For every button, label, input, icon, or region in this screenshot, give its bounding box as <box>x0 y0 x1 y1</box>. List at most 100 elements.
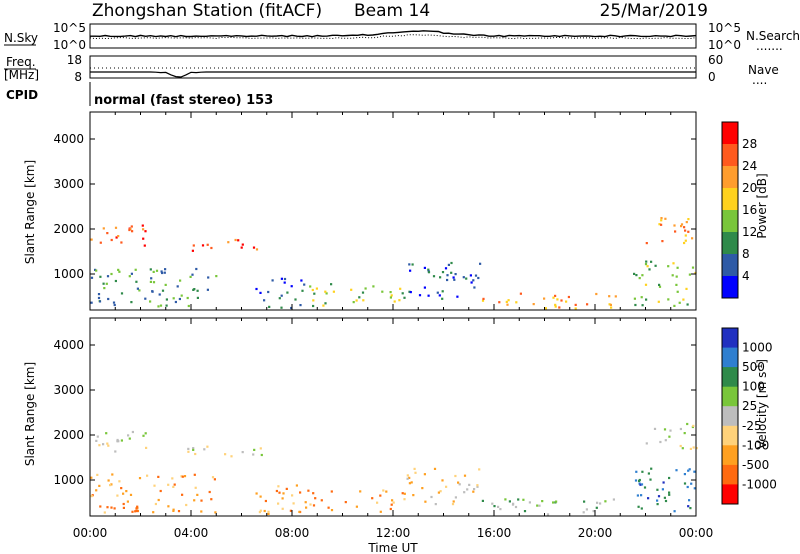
scatter-cell <box>255 287 258 291</box>
noise-right-tick-bottom: 10^0 <box>708 38 741 52</box>
scatter-cell <box>165 304 168 307</box>
scatter-cell <box>523 510 527 513</box>
scatter-cell <box>191 273 194 276</box>
scatter-cell <box>595 506 598 509</box>
cpid-label: CPID <box>6 88 38 102</box>
scatter-cell <box>153 484 156 487</box>
scatter-cell <box>403 296 406 299</box>
scatter-cell <box>441 290 444 293</box>
scatter-cell <box>406 474 409 477</box>
scatter-cell <box>633 297 636 300</box>
scatter-cell <box>592 510 595 513</box>
scatter-cell <box>116 438 119 442</box>
scatter-cell <box>403 498 406 501</box>
scatter-cell <box>103 511 106 514</box>
scatter-cell <box>194 452 197 456</box>
scatter-cell <box>554 305 557 308</box>
scatter-cell <box>234 238 237 242</box>
scatter-cell <box>453 278 456 281</box>
scatter-cell <box>305 506 308 509</box>
power-scatter <box>90 217 697 310</box>
scatter-cell <box>647 497 650 500</box>
scatter-cell <box>686 422 689 426</box>
scatter-cell <box>314 497 317 500</box>
scatter-cell <box>110 483 113 486</box>
scatter-cell <box>673 510 676 513</box>
scatter-cell <box>424 500 427 503</box>
scatter-cell <box>661 488 664 491</box>
scatter-cell <box>177 510 181 513</box>
scatter-cell <box>645 298 648 301</box>
scatter-cell <box>656 488 659 491</box>
scatter-cell <box>352 301 355 304</box>
scatter-cell <box>412 494 415 497</box>
scatter-cell <box>280 294 283 297</box>
scatter-cell <box>187 450 190 453</box>
scatter-cell <box>304 501 307 504</box>
scatter-cell <box>691 266 695 269</box>
scatter-cell <box>379 494 382 497</box>
colorbar-segment <box>722 464 738 485</box>
scatter-cell <box>454 273 457 276</box>
scatter-cell <box>210 246 213 250</box>
scatter-cell <box>174 300 177 304</box>
scatter-cell <box>456 295 459 298</box>
scatter-cell <box>111 473 114 476</box>
scatter-cell <box>129 493 133 496</box>
scatter-cell <box>149 300 152 303</box>
scatter-cell <box>320 499 323 502</box>
scatter-cell <box>114 226 118 229</box>
noise-search-label: N.Search <box>746 29 800 43</box>
colorbar-segment <box>722 425 738 446</box>
scatter-cell <box>312 299 315 302</box>
scatter-cell <box>112 301 116 304</box>
y-tick-label: 4000 <box>53 132 84 146</box>
colorbar-segment <box>722 254 738 277</box>
scatter-cell <box>414 471 417 474</box>
scatter-cell <box>514 505 518 509</box>
scatter-cell <box>172 485 175 488</box>
scatter-cell <box>423 286 426 289</box>
scatter-cell <box>195 267 198 271</box>
scatter-cell <box>98 300 102 303</box>
scatter-cell <box>683 482 687 485</box>
scatter-cell <box>372 285 375 288</box>
scatter-cell <box>458 483 461 486</box>
scatter-cell <box>201 244 205 247</box>
scatter-cell <box>224 453 227 456</box>
scatter-cell <box>452 500 455 503</box>
scatter-cell <box>668 476 671 480</box>
scatter-cell <box>558 306 561 309</box>
scatter-cell <box>658 223 661 226</box>
colorbar-segment <box>722 445 738 466</box>
scatter-cell <box>107 297 110 301</box>
scatter-cell <box>128 275 131 278</box>
scatter-cell <box>692 446 695 449</box>
scatter-cell <box>433 467 437 470</box>
scatter-cell <box>128 228 131 232</box>
scatter-cell <box>332 290 335 293</box>
scatter-cell <box>686 303 689 306</box>
scatter-cell <box>299 304 302 307</box>
scatter-cell <box>134 510 137 513</box>
scatter-cell <box>255 248 259 251</box>
scatter-cell <box>282 492 285 495</box>
scatter-cell <box>283 281 286 284</box>
scatter-cell <box>543 297 546 300</box>
scatter-cell <box>208 490 211 494</box>
scatter-cell <box>687 505 690 508</box>
scatter-cell <box>171 477 174 480</box>
scatter-cell <box>172 509 175 512</box>
scatter-cell <box>180 294 183 297</box>
colorbar-tick-label: 24 <box>742 159 757 173</box>
scatter-cell <box>144 297 147 300</box>
scatter-cell <box>130 301 133 304</box>
scatter-cell <box>192 448 195 451</box>
colorbar-segment <box>722 122 738 145</box>
scatter-cell <box>271 279 274 282</box>
scatter-cell <box>664 439 667 442</box>
colorbar-segment <box>722 347 738 368</box>
scatter-cell <box>676 290 679 293</box>
scatter-cell <box>120 487 123 490</box>
